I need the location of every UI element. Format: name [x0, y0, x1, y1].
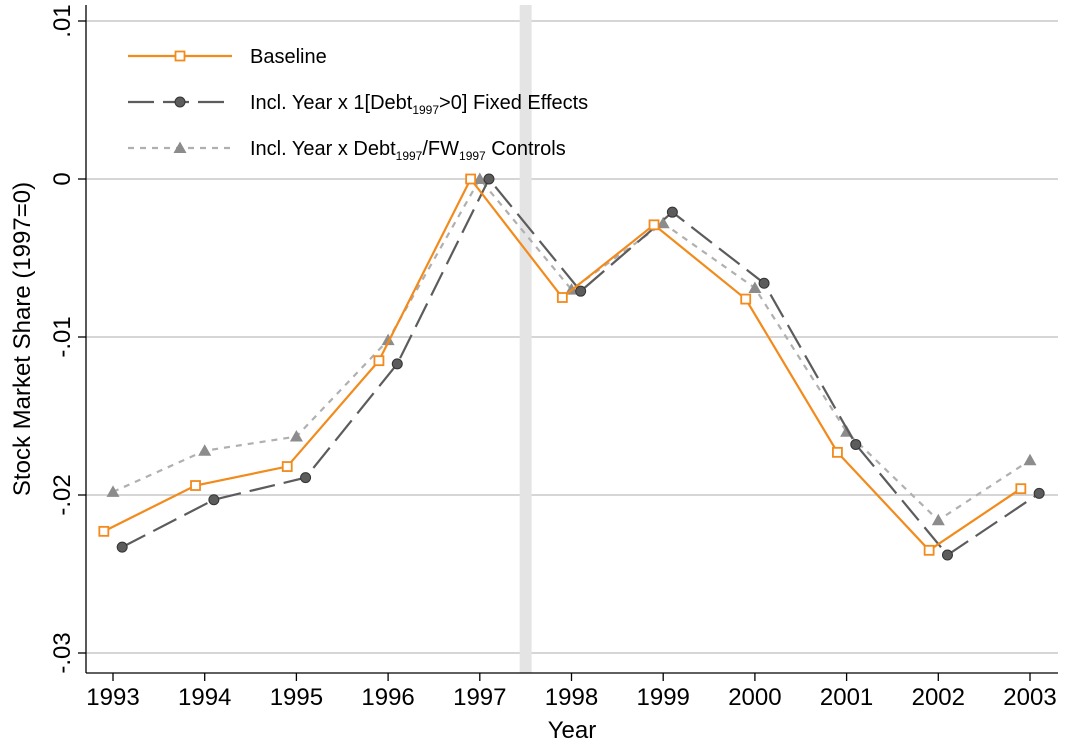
x-tick-label: 1996: [361, 684, 414, 711]
data-point: [740, 293, 752, 305]
series-line: [112, 177, 1031, 522]
legend-item: Baseline: [128, 46, 327, 68]
data-point: [281, 461, 293, 472]
x-tick-label: 1995: [270, 684, 323, 711]
legend-item: Incl. Year x 1[Debt1997>0] Fixed Effects: [128, 92, 588, 117]
data-point: [923, 544, 935, 556]
data-point: [198, 444, 212, 456]
legend-item: Incl. Year x Debt1997/FW1997 Controls: [128, 138, 566, 163]
y-tick-label: -.02: [49, 474, 76, 515]
legend-marker: [173, 141, 187, 153]
data-point: [289, 430, 303, 442]
legend-label: Incl. Year x 1[Debt1997>0] Fixed Effects: [250, 92, 588, 117]
legend-label: Incl. Year x Debt1997/FW1997 Controls: [250, 138, 566, 163]
y-tick-label: 0: [49, 172, 76, 185]
x-tick-label: 2001: [820, 684, 873, 711]
x-tick-label: 1998: [545, 684, 598, 711]
legend-label: Baseline: [250, 46, 327, 68]
x-tick-label: 2000: [728, 684, 781, 711]
data-point: [98, 525, 110, 537]
data-point: [941, 549, 953, 561]
x-tick-label: 1999: [637, 684, 690, 711]
data-point: [465, 173, 477, 185]
series-1: [116, 173, 1045, 561]
y-tick-label: -.01: [49, 316, 76, 357]
x-tick-label: 1997: [453, 684, 506, 711]
data-point: [190, 480, 201, 491]
grid-lines: [86, 20, 1058, 654]
data-point: [391, 358, 403, 370]
data-point: [656, 216, 670, 229]
data-point: [1015, 483, 1027, 495]
x-tick-label: 2002: [912, 684, 965, 711]
data-point: [758, 277, 770, 289]
data-point: [556, 292, 568, 303]
legend-marker: [174, 96, 186, 108]
data-point: [1023, 453, 1037, 466]
data-point: [575, 285, 587, 297]
series-2: [106, 172, 1037, 526]
reference-band-rect: [519, 5, 532, 673]
series-line: [121, 176, 1040, 557]
legend: Baseline Incl. Year x 1[Debt1997>0] Fixed…: [128, 46, 588, 163]
x-tick-label: 2003: [1003, 684, 1056, 711]
series-layer: [98, 172, 1045, 561]
data-point: [373, 355, 385, 367]
data-point: [208, 494, 220, 506]
data-point: [666, 206, 678, 218]
data-point: [116, 541, 128, 553]
data-point: [300, 472, 312, 484]
data-point: [648, 219, 660, 231]
data-point: [832, 446, 843, 458]
data-point: [473, 172, 487, 184]
series-0: [98, 173, 1027, 556]
y-tick-label: -.03: [49, 632, 76, 673]
y-ticks: .01 0 -.01 -.02 -.03: [49, 4, 86, 674]
data-point: [931, 513, 945, 526]
data-point: [850, 438, 862, 450]
data-point: [381, 333, 395, 346]
x-ticks: 1993 1994 1995 1996 1997 1998 1999 2000 2001 2002…: [86, 673, 1057, 711]
y-axis-label: Stock Market Share (1997=0): [9, 182, 36, 496]
legend-marker: [174, 50, 186, 62]
data-point: [106, 485, 120, 497]
reference-band: [519, 5, 532, 673]
x-tick-label: 1994: [178, 684, 231, 711]
x-axis-label: Year: [548, 717, 597, 744]
data-point: [483, 173, 495, 185]
data-point: [748, 281, 762, 294]
data-point: [1033, 487, 1045, 499]
x-tick-label: 1993: [86, 684, 139, 711]
y-tick-label: .01: [49, 4, 76, 37]
